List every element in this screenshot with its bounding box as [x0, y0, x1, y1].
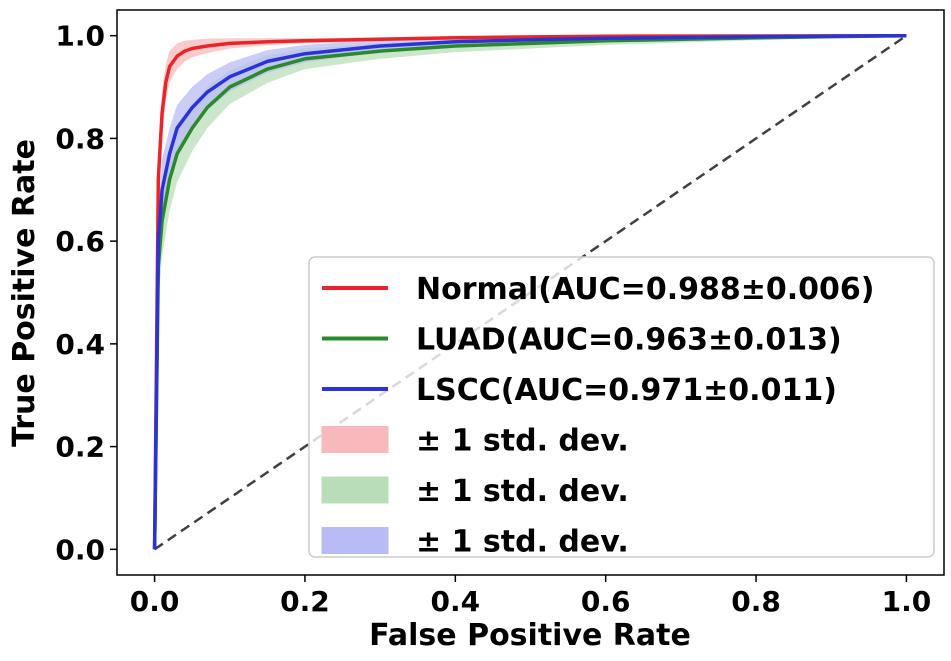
x-tick-label: 0.8: [731, 585, 781, 618]
y-tick-label: 0.4: [55, 328, 105, 361]
x-axis-ticks: 0.0 0.2 0.4 0.6 0.8 1.0: [130, 575, 931, 618]
legend-band-label-2: ± 1 std. dev.: [416, 525, 629, 560]
x-tick-label: 0.6: [581, 585, 631, 618]
x-tick-label: 0.2: [280, 585, 330, 618]
legend-label-0: Normal(AUC=0.988±0.006): [416, 272, 874, 307]
y-tick-label: 0.0: [55, 533, 105, 566]
legend-band-swatch-2: [321, 527, 389, 554]
legend-band-label-1: ± 1 std. dev.: [416, 474, 629, 509]
x-axis-title: False Positive Rate: [369, 618, 691, 653]
y-tick-label: 0.8: [55, 122, 105, 155]
legend-band-label-0: ± 1 std. dev.: [416, 424, 629, 459]
x-tick-label: 0.0: [130, 585, 180, 618]
x-tick-label: 0.4: [431, 585, 481, 618]
legend-label-1: LUAD(AUC=0.963±0.013): [416, 323, 842, 358]
roc-lines: [152, 33, 907, 550]
y-tick-label: 1.0: [55, 20, 105, 53]
roc-line-2: [152, 33, 907, 550]
roc-line-1: [152, 33, 907, 550]
plot-frame: [116, 9, 945, 576]
y-axis-ticks: 0.0 0.2 0.4 0.6 0.8 1.0: [55, 20, 117, 566]
x-tick-label: 1.0: [882, 585, 932, 618]
legend: Normal(AUC=0.988±0.006) LUAD(AUC=0.963±0.…: [308, 256, 935, 560]
legend-box: [308, 256, 935, 558]
legend-label-2: LSCC(AUC=0.971±0.011): [416, 373, 837, 408]
legend-band-swatch-1: [321, 476, 389, 504]
y-tick-label: 0.6: [55, 225, 105, 258]
y-tick-label: 0.2: [55, 431, 105, 464]
roc-line-0: [152, 33, 907, 550]
legend-band-swatch-0: [321, 426, 389, 453]
y-axis-title: True Positive Rate: [7, 139, 42, 447]
